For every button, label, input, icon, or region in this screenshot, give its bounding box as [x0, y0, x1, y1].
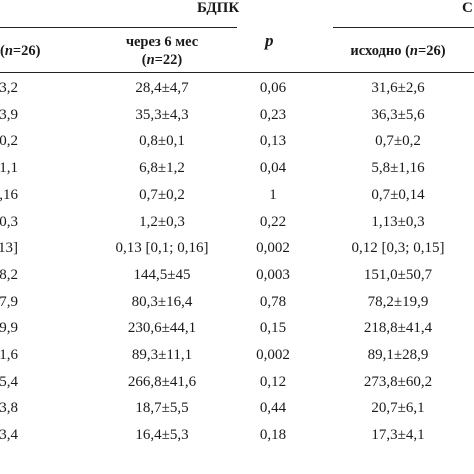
table-cell: 38,2	[0, 266, 18, 283]
table-row: 17,9 80,3±16,4 0,78 78,2±19,9	[0, 294, 474, 320]
table-cell: 78,2±19,9	[367, 293, 429, 310]
table-cell: 0,003	[256, 266, 290, 283]
table-row: 3,2 28,4±4,7 0,06 31,6±2,6	[0, 80, 474, 106]
table-row: 38,2 144,5±45 0,003 151,0±50,7	[0, 267, 474, 293]
table-cell: 3,2	[0, 80, 18, 96]
table-cell: 0,13 [0,1; 0,16]	[115, 240, 209, 257]
table-row: 3,8 18,7±5,5 0,44 20,7±6,1	[0, 400, 474, 426]
table-cell: 35,3±4,3	[135, 106, 189, 123]
table-cell: 5,8±1,16	[371, 160, 425, 177]
table-row: 1,1 6,8±1,2 0,04 5,8±1,16	[0, 160, 474, 186]
table-cell: 80,3±16,4	[131, 293, 193, 310]
table-cell: 0,7±0,14	[371, 186, 425, 203]
table-cell: 0,7±0,2	[139, 186, 185, 203]
table-cell: 0,16	[0, 186, 18, 203]
table-cell: 0,002	[256, 347, 290, 363]
col-header-p: p	[265, 31, 274, 50]
table-cell: 0,22	[259, 213, 287, 230]
table-cell: 0,8±0,1	[139, 133, 185, 150]
table-cell: ; 0,13]	[0, 240, 18, 257]
table-row: 3,4 16,4±5,3 0,18 17,3±4,1	[0, 427, 474, 453]
table-cell: 151,0±50,7	[363, 266, 433, 283]
table-cell: 0,12 [0,3; 0,15]	[351, 240, 445, 257]
header-rule	[0, 72, 474, 73]
table-cell: 266,8±41,6	[127, 373, 197, 390]
group-rule-left	[0, 27, 237, 28]
table-cell: 230,6±44,1	[127, 320, 197, 337]
group-header-bdpk: БДПК	[197, 0, 240, 16]
table-row: 3,9 35,3±4,3 0,23 36,3±5,6	[0, 107, 474, 133]
table-row: 0,16 0,7±0,2 1 0,7±0,14	[0, 187, 474, 213]
table-cell: 0,7±0,2	[375, 133, 421, 150]
col-header-3: исходно (n=26)	[350, 43, 446, 59]
table-cell: 0,002	[256, 240, 290, 257]
table-cell: 1,13±0,3	[371, 213, 425, 230]
table-row: 0,2 0,8±0,1 0,13 0,7±0,2	[0, 133, 474, 159]
table-cell: 39,9	[0, 320, 18, 337]
table-cell: 0,18	[259, 427, 287, 444]
table-cell: 6,8±1,2	[139, 160, 185, 177]
table-cell: 0,15	[259, 320, 287, 337]
table-cell: 20,7±6,1	[371, 400, 425, 417]
table-cell: 0,23	[259, 106, 287, 123]
table-cell: 89,3±11,1	[131, 347, 193, 363]
table-cell: 144,5±45	[133, 266, 191, 283]
group-header-right: С	[462, 0, 473, 16]
table-cell: 18,7±5,5	[135, 400, 189, 417]
col-header-0: (n=26)	[0, 43, 41, 59]
table-cell: 0,44	[259, 400, 287, 417]
table-cell: 28,4±4,7	[135, 80, 189, 96]
table-cell: 0,04	[259, 160, 287, 177]
table-row: ; 0,13] 0,13 [0,1; 0,16] 0,002 0,12 [0,3; 0…	[0, 240, 474, 266]
table-cell: 0,12	[259, 373, 287, 390]
table-cell: 3,9	[0, 106, 18, 123]
table-row: 0,3 1,2±0,3 0,22 1,13±0,3	[0, 214, 474, 240]
table-row: 21,6 89,3±11,1 0,002 89,1±28,9	[0, 347, 474, 373]
group-rule-right	[333, 27, 474, 28]
table-cell: 17,9	[0, 293, 18, 310]
table-row: 39,9 230,6±44,1 0,15 218,8±41,4	[0, 320, 474, 346]
table-cell: 218,8±41,4	[363, 320, 433, 337]
table-cell: 3,8	[0, 400, 18, 417]
table-cell: 45,4	[0, 373, 18, 390]
table-cell: 3,4	[0, 427, 18, 444]
table-cell: 0,78	[259, 293, 287, 310]
table-cell: 36,3±5,6	[371, 106, 425, 123]
table-cell: 17,3±4,1	[371, 427, 425, 444]
table-cell: 1	[269, 186, 277, 203]
table-cell: 89,1±28,9	[367, 347, 429, 363]
table-cell: 21,6	[0, 347, 18, 363]
table-cell: 1,2±0,3	[139, 213, 185, 230]
table-cell: 0,2	[0, 133, 18, 150]
table-cell: 0,13	[259, 133, 287, 150]
table-cell: 31,6±2,6	[371, 80, 425, 96]
table-cell: 0,3	[0, 213, 18, 230]
col-header-1: через 6 мес (n=22)	[125, 34, 199, 68]
table-row: 45,4 266,8±41,6 0,12 273,8±60,2	[0, 374, 474, 400]
table-cell: 16,4±5,3	[135, 427, 189, 444]
table-cell: 0,06	[259, 80, 287, 96]
table-cell: 1,1	[0, 160, 18, 177]
table-cell: 273,8±60,2	[363, 373, 433, 390]
